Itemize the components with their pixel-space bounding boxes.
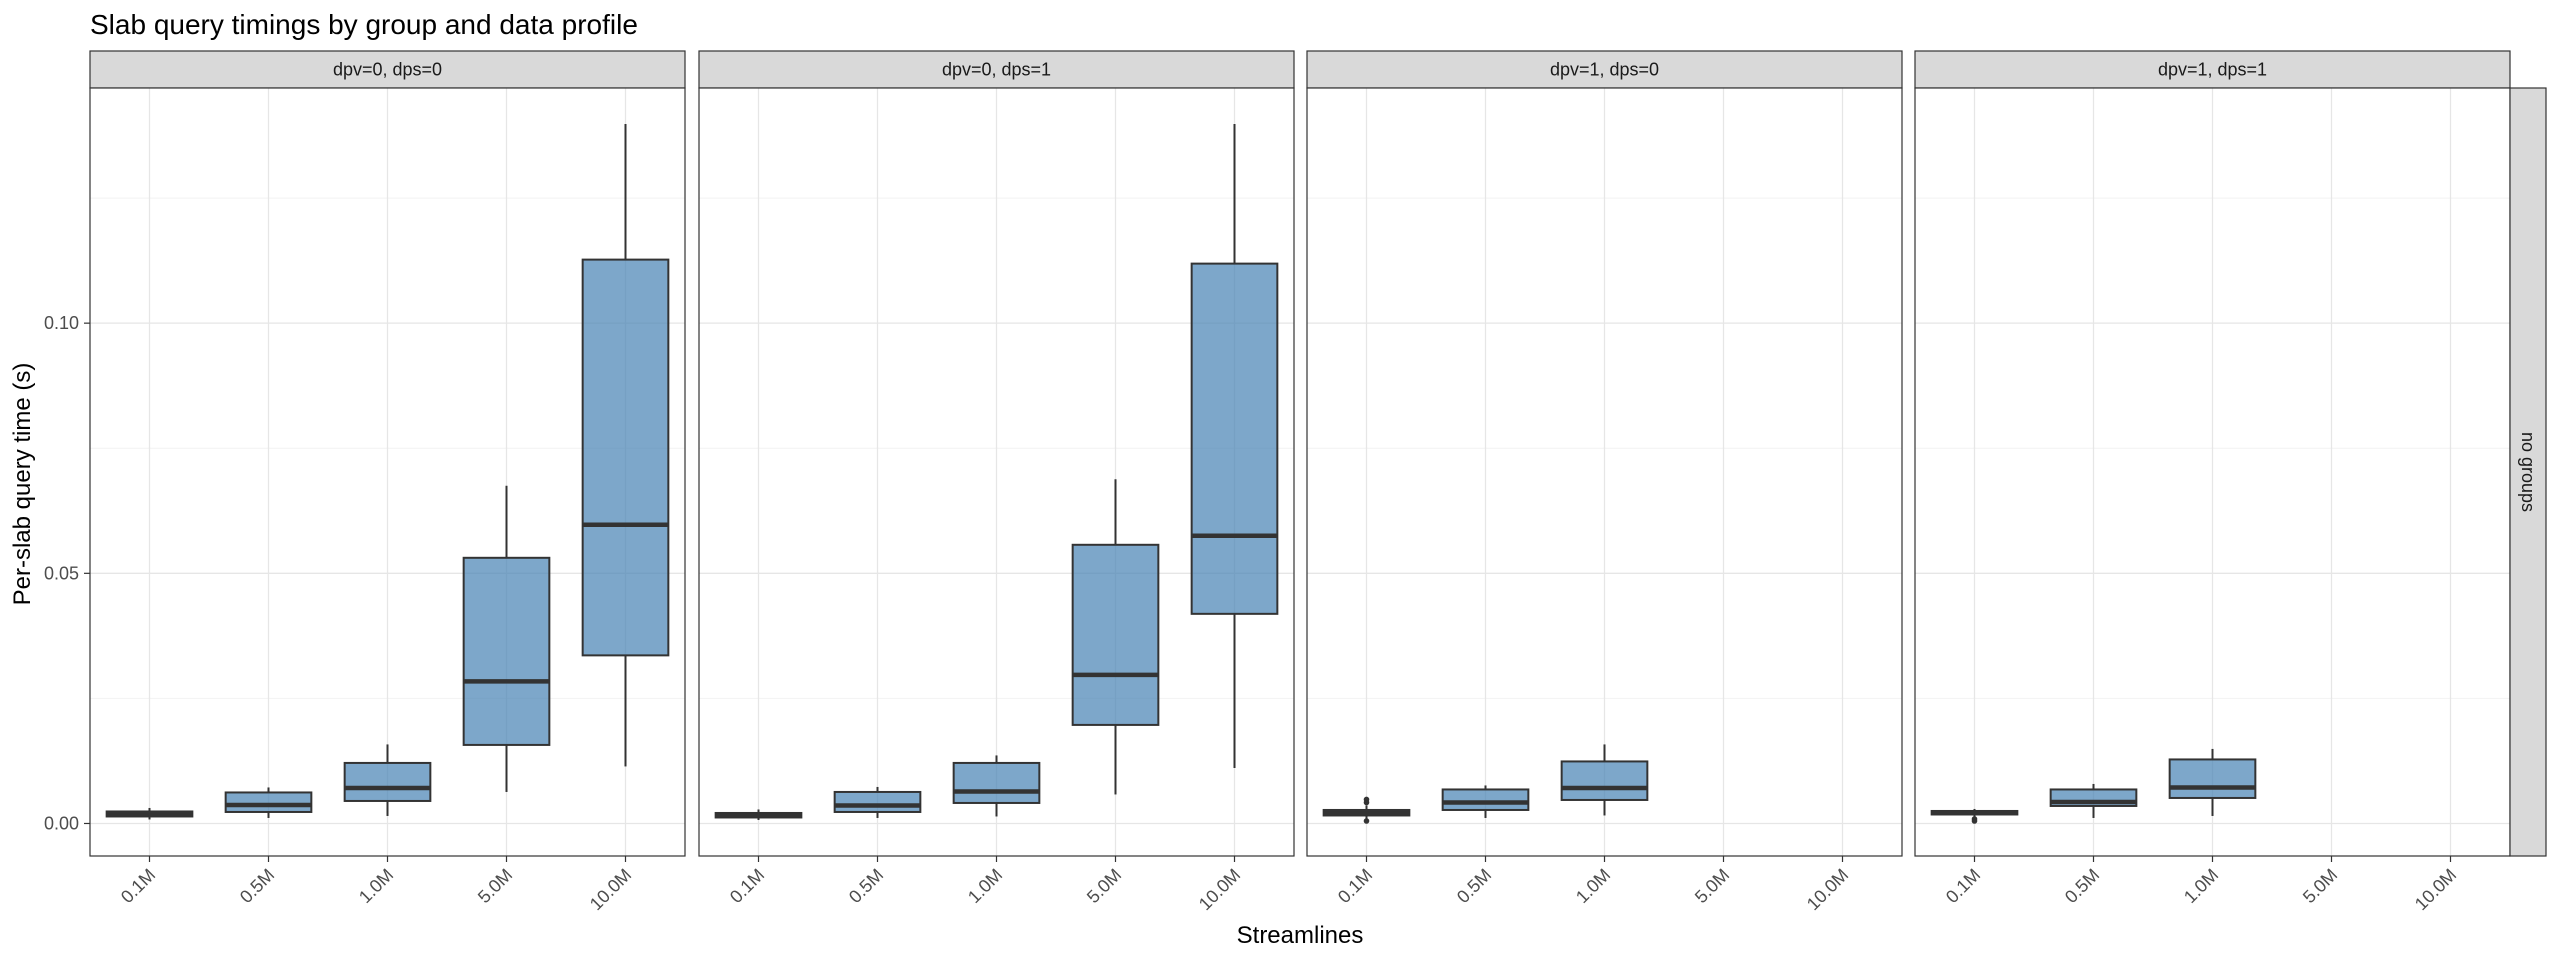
box-10.0M (581, 124, 670, 767)
x-tick-label: 0.5M (845, 865, 887, 907)
x-tick-label: 5.0M (1083, 865, 1125, 907)
facet-panel: dpv=1, dps=1 0.1M 0.5M 1.0M 5.0M 10.0M (1914, 50, 2511, 915)
chart-title: Slab query timings by group and data pro… (90, 9, 638, 40)
box-body (952, 761, 1041, 804)
x-tick-label: 1.0M (2180, 865, 2222, 907)
box-body (581, 258, 670, 657)
x-tick-label: 5.0M (2299, 865, 2341, 907)
x-tick-label: 1.0M (1572, 865, 1614, 907)
box-0.1M (105, 807, 194, 820)
panels-layer: dpv=0, dps=0 0.1M 0.5M 1.0M 5.0M 10.0M 0.00 0.0… (44, 50, 2511, 915)
box-1.0M (952, 755, 1041, 817)
facet-strip (89, 50, 686, 89)
facet-strip-label: dpv=1, dps=0 (1550, 60, 1659, 80)
row-strip-layer: no groups (2509, 87, 2547, 857)
facet-strip-label: dpv=0, dps=0 (333, 60, 442, 80)
outlier-point (1363, 818, 1370, 824)
x-tick-label: 5.0M (1691, 865, 1733, 907)
outlier-point (1363, 796, 1370, 803)
y-tick-label: 0.05 (44, 563, 79, 583)
y-tick-label: 0.00 (44, 813, 79, 833)
x-tick-label: 1.0M (355, 865, 397, 907)
x-axis-title: Streamlines (1237, 922, 1364, 949)
facet-panel: dpv=0, dps=0 0.1M 0.5M 1.0M 5.0M 10.0M 0.00 0.0… (44, 50, 686, 915)
facet-strip (698, 50, 1295, 89)
box-body (343, 761, 432, 802)
facet-strip-label: dpv=1, dps=1 (2158, 60, 2267, 80)
box-0.5M (1441, 785, 1530, 818)
row-strip-label: no groups (2518, 432, 2538, 512)
x-tick-label: 0.5M (2061, 865, 2103, 907)
x-tick-label: 0.1M (117, 865, 159, 907)
y-axis-title: Per-slab query time (s) (9, 363, 36, 606)
x-tick-label: 5.0M (474, 865, 516, 907)
y-tick-label: 0.10 (44, 313, 79, 333)
box-1.0M (2168, 748, 2257, 816)
box-body (833, 790, 922, 813)
outlier-point (1971, 816, 1978, 822)
facet-panel: dpv=1, dps=0 0.1M 0.5M 1.0M 5.0M 10.0M (1306, 50, 1903, 915)
box-body (1071, 543, 1160, 726)
row-strip (2509, 87, 2547, 857)
box-0.5M (833, 786, 922, 818)
facet-strip (1306, 50, 1903, 89)
x-tick-label: 10.0M (2411, 865, 2461, 915)
box-body (1190, 262, 1279, 615)
box-10.0M (1190, 124, 1279, 768)
box-body (1560, 760, 1649, 801)
box-body (1441, 788, 1530, 811)
facet-strip (1914, 50, 2511, 89)
x-tick-label: 0.5M (236, 865, 278, 907)
x-tick-label: 0.1M (726, 865, 768, 907)
x-tick-label: 0.5M (1453, 865, 1495, 907)
box-5.0M (1071, 479, 1160, 795)
facet-panel: dpv=0, dps=1 0.1M 0.5M 1.0M 5.0M 10.0M (698, 50, 1295, 915)
x-tick-label: 0.1M (1334, 865, 1376, 907)
box-0.1M (1930, 808, 2019, 824)
x-tick-label: 10.0M (1803, 865, 1853, 915)
box-5.0M (462, 485, 551, 792)
box-body (462, 556, 551, 746)
box-0.5M (2049, 783, 2138, 818)
facet-strip-label: dpv=0, dps=1 (942, 60, 1051, 80)
x-tick-label: 10.0M (1195, 865, 1245, 915)
box-0.1M (1322, 796, 1411, 824)
box-0.1M (714, 809, 803, 820)
box-body (224, 791, 313, 813)
x-tick-label: 10.0M (586, 865, 636, 915)
box-1.0M (343, 744, 432, 816)
box-1.0M (1560, 744, 1649, 816)
box-body (2168, 758, 2257, 799)
box-0.5M (224, 787, 313, 818)
x-tick-label: 1.0M (964, 865, 1006, 907)
x-tick-label: 0.1M (1942, 865, 1984, 907)
